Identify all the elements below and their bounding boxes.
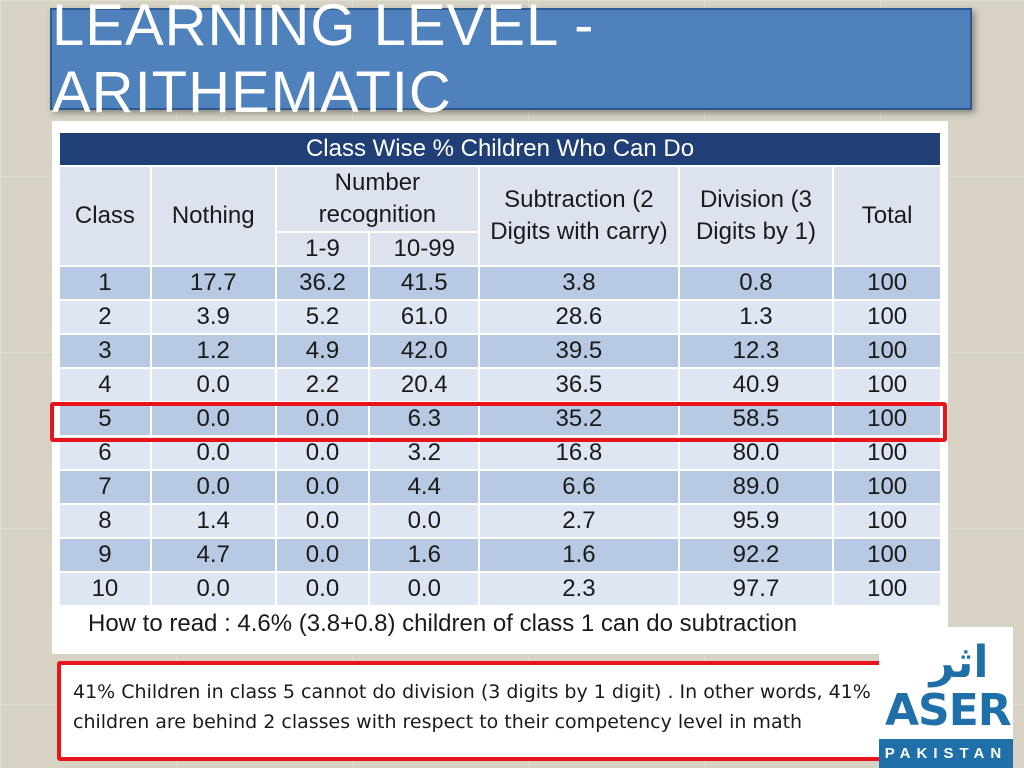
cell-total: 100 [832, 299, 942, 335]
slide-title: LEARNING LEVEL - ARITHEMATIC [50, 0, 972, 125]
header-number-recognition: Number recognition [274, 165, 481, 233]
cell-total: 100 [832, 469, 942, 505]
cell-nr-10-99: 61.0 [368, 299, 481, 335]
cell-nr-1-9: 0.0 [274, 503, 371, 539]
table-row: 7 0.0 0.0 4.4 6.6 89.0 100 [58, 469, 942, 505]
cell-subtraction: 36.5 [478, 367, 680, 403]
cell-total: 100 [832, 401, 942, 437]
header-division: Division (3 Digits by 1) [677, 165, 835, 267]
note-text: 41% Children in class 5 cannot do divisi… [73, 681, 871, 733]
table-footer-how-to-read: How to read : 4.6% (3.8+0.8) children of… [58, 605, 942, 643]
cell-subtraction: 1.6 [478, 537, 680, 573]
cell-nothing: 3.9 [149, 299, 277, 335]
class-5-highlight-box [50, 402, 947, 442]
cell-nr-1-9: 0.0 [274, 401, 371, 437]
cell-nothing: 1.4 [149, 503, 277, 539]
cell-nothing: 1.2 [149, 333, 277, 369]
cell-total: 100 [832, 503, 942, 539]
cell-class: 9 [58, 537, 152, 573]
cell-division: 95.9 [677, 503, 835, 539]
cell-nr-10-99: 20.4 [368, 367, 481, 403]
header-class: Class [58, 165, 152, 267]
svg-text:اثر: اثر [928, 637, 989, 688]
cell-nr-10-99: 6.3 [368, 401, 481, 437]
table-row: 1 17.7 36.2 41.5 3.8 0.8 100 [58, 265, 942, 301]
cell-division: 12.3 [677, 333, 835, 369]
cell-division: 89.0 [677, 469, 835, 505]
cell-nothing: 4.7 [149, 537, 277, 573]
cell-nr-10-99: 1.6 [368, 537, 481, 573]
cell-division: 0.8 [677, 265, 835, 301]
cell-class: 7 [58, 469, 152, 505]
cell-class: 5 [58, 401, 152, 437]
cell-nr-1-9: 0.0 [274, 571, 371, 607]
cell-class: 4 [58, 367, 152, 403]
cell-total: 100 [832, 571, 942, 607]
cell-nr-1-9: 36.2 [274, 265, 371, 301]
cell-nr-1-9: 0.0 [274, 469, 371, 505]
cell-nr-10-99: 41.5 [368, 265, 481, 301]
data-table-panel: Class Wise % Children Who Can Do Class N… [52, 121, 948, 654]
cell-total: 100 [832, 265, 942, 301]
table-row: 3 1.2 4.9 42.0 39.5 12.3 100 [58, 333, 942, 369]
note-box: 41% Children in class 5 cannot do divisi… [57, 661, 911, 761]
class-wise-table: Class Wise % Children Who Can Do Class N… [58, 131, 942, 643]
cell-class: 1 [58, 265, 152, 301]
table-row: 10 0.0 0.0 0.0 2.3 97.7 100 [58, 571, 942, 607]
cell-total: 100 [832, 537, 942, 573]
header-nr-10-99: 10-99 [368, 231, 481, 267]
cell-class: 2 [58, 299, 152, 335]
cell-class: 8 [58, 503, 152, 539]
cell-nr-1-9: 2.2 [274, 367, 371, 403]
cell-nothing: 17.7 [149, 265, 277, 301]
header-nr-1-9: 1-9 [274, 231, 371, 267]
cell-subtraction: 28.6 [478, 299, 680, 335]
cell-nr-1-9: 5.2 [274, 299, 371, 335]
logo-urdu-text: اثر [928, 637, 989, 688]
cell-division: 92.2 [677, 537, 835, 573]
table-row: 8 1.4 0.0 0.0 2.7 95.9 100 [58, 503, 942, 539]
cell-subtraction: 3.8 [478, 265, 680, 301]
cell-subtraction: 2.3 [478, 571, 680, 607]
logo-aser-text: ASER [885, 685, 1012, 736]
cell-total: 100 [832, 367, 942, 403]
cell-nr-1-9: 0.0 [274, 537, 371, 573]
cell-subtraction: 6.6 [478, 469, 680, 505]
cell-nr-10-99: 42.0 [368, 333, 481, 369]
cell-nr-10-99: 0.0 [368, 503, 481, 539]
logo-pakistan-text: PAKISTAN [879, 739, 1013, 768]
header-total: Total [832, 165, 942, 267]
table-row: 4 0.0 2.2 20.4 36.5 40.9 100 [58, 367, 942, 403]
cell-nothing: 0.0 [149, 367, 277, 403]
cell-nothing: 0.0 [149, 469, 277, 505]
table-row: 2 3.9 5.2 61.0 28.6 1.3 100 [58, 299, 942, 335]
cell-subtraction: 39.5 [478, 333, 680, 369]
cell-nr-10-99: 4.4 [368, 469, 481, 505]
cell-nr-10-99: 0.0 [368, 571, 481, 607]
cell-division: 40.9 [677, 367, 835, 403]
table-row: 9 4.7 0.0 1.6 1.6 92.2 100 [58, 537, 942, 573]
cell-division: 97.7 [677, 571, 835, 607]
cell-nothing: 0.0 [149, 571, 277, 607]
cell-class: 10 [58, 571, 152, 607]
cell-division: 1.3 [677, 299, 835, 335]
cell-subtraction: 2.7 [478, 503, 680, 539]
aser-pakistan-logo: اثر ASER PAKISTAN [879, 627, 1013, 768]
header-subtraction: Subtraction (2 Digits with carry) [478, 165, 680, 267]
cell-total: 100 [832, 333, 942, 369]
cell-nr-1-9: 4.9 [274, 333, 371, 369]
table-caption: Class Wise % Children Who Can Do [58, 131, 942, 167]
cell-class: 3 [58, 333, 152, 369]
header-nothing: Nothing [149, 165, 277, 267]
